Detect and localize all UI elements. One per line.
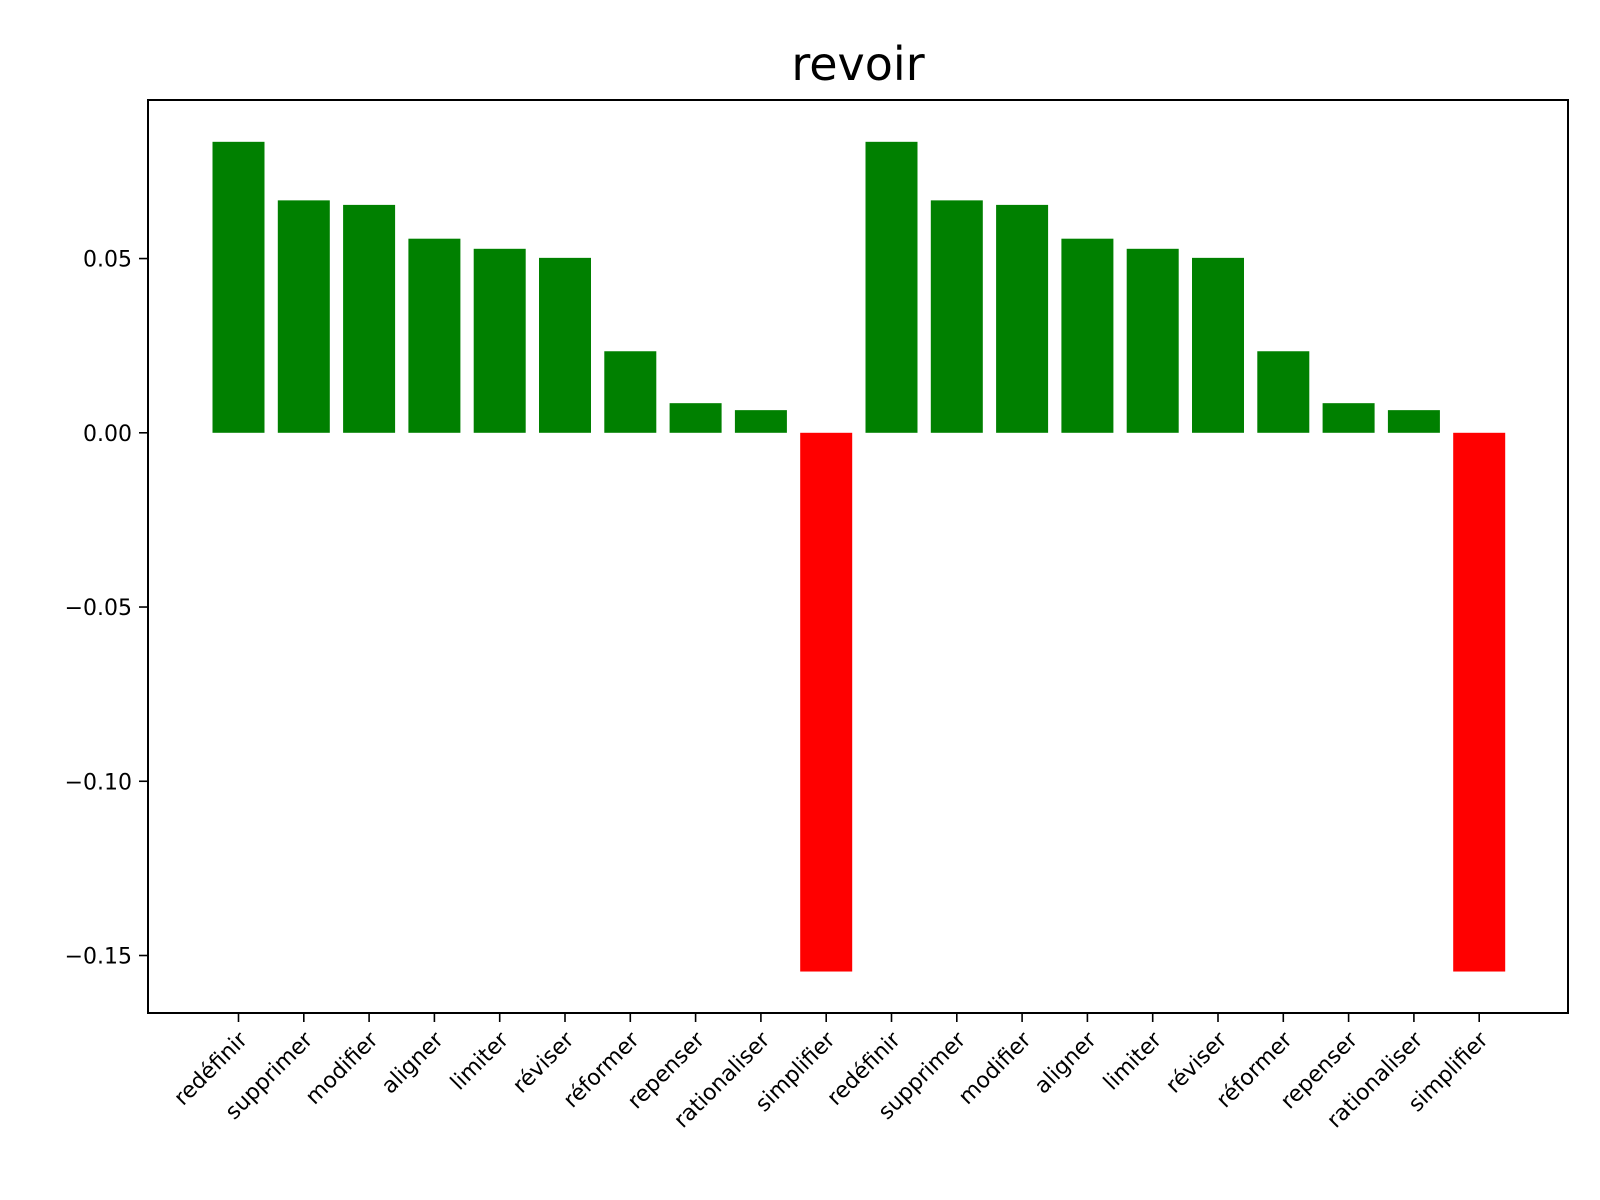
- bar-11: [865, 141, 918, 433]
- bar-15: [1126, 248, 1179, 433]
- bar-10: [800, 432, 853, 972]
- bar-18: [1322, 403, 1375, 433]
- y-axis-ticks: 0.05 0.00 −0.05 −0.10 −0.15: [65, 248, 148, 970]
- chart-title: revoir: [791, 37, 924, 91]
- x-tick-label: limiter: [446, 1027, 515, 1096]
- bar-13: [996, 204, 1049, 433]
- x-tick-label: aligner: [377, 1027, 449, 1099]
- bar-8: [669, 403, 722, 433]
- bar-19: [1387, 410, 1440, 433]
- x-tick-label: limiter: [1099, 1027, 1168, 1096]
- y-tick-label: −0.10: [65, 770, 132, 795]
- y-tick-label: 0.05: [83, 248, 132, 273]
- plot-frame: [147, 99, 1569, 1014]
- bar-6: [539, 257, 591, 433]
- x-tick-label: modifier: [301, 1027, 384, 1110]
- y-tick-label: 0.00: [83, 422, 132, 447]
- x-tick-label: modifier: [954, 1027, 1037, 1110]
- x-axis-ticks: redéfinirsupprimermodifieralignerlimiter…: [170, 1013, 1494, 1133]
- y-tick-label: −0.05: [65, 596, 132, 621]
- y-tick-label: −0.15: [65, 945, 132, 970]
- bar-12: [930, 200, 983, 433]
- bar-4: [408, 238, 461, 433]
- bar-16: [1192, 257, 1244, 433]
- bar-20: [1453, 432, 1506, 972]
- bar-3: [343, 204, 396, 433]
- bar-5: [473, 248, 526, 433]
- x-tick-label: aligner: [1030, 1027, 1102, 1099]
- bar-1: [212, 141, 265, 433]
- bar-7: [604, 351, 657, 433]
- bar-17: [1257, 351, 1310, 433]
- bar-14: [1061, 238, 1114, 433]
- bar-2: [277, 200, 330, 433]
- axes-layer: [147, 99, 1569, 1014]
- bar-9: [734, 410, 787, 433]
- bars-layer: [212, 141, 1506, 972]
